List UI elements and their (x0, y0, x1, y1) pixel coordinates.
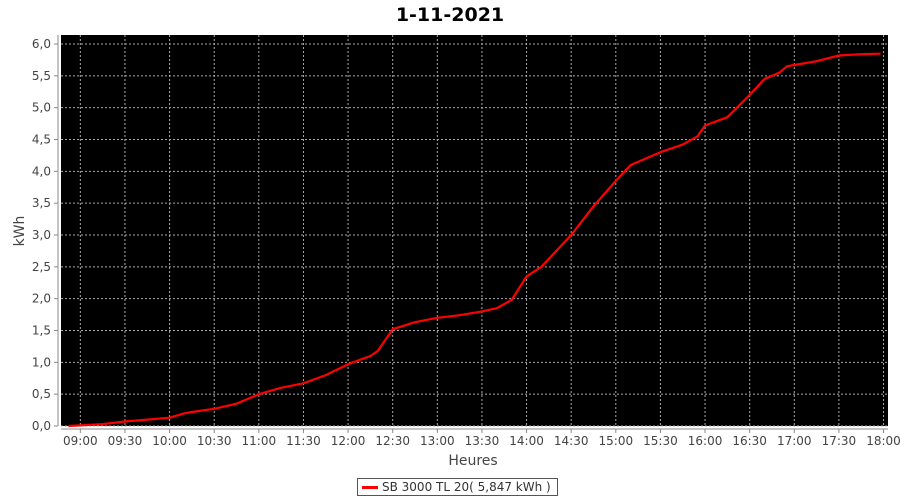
x-tick-label: 09:30 (108, 434, 143, 448)
y-tick-label: 4,5 (32, 133, 51, 147)
x-axis-label: Heures (448, 453, 497, 469)
y-tick-label: 5,0 (32, 101, 51, 115)
y-tick-label: 1,5 (32, 324, 51, 338)
y-tick-label: 2,5 (32, 260, 51, 274)
x-tick-label: 16:30 (732, 434, 767, 448)
ticks: 09:00 09:30 10:00 10:30 11:00 11:30 12:00 12:30… (32, 37, 900, 448)
x-tick-label: 15:00 (599, 434, 634, 448)
x-tick-label: 18:00 (866, 434, 900, 448)
x-tick-label: 17:00 (777, 434, 812, 448)
series-line (68, 52, 881, 428)
x-tick-label: 17:30 (822, 434, 857, 448)
x-tick-label: 12:00 (331, 434, 366, 448)
y-tick-label: 1,0 (32, 355, 51, 369)
y-tick-label: 6,0 (32, 37, 51, 51)
x-tick-label: 11:00 (242, 434, 277, 448)
grid (61, 35, 888, 427)
x-tick-label: 12:30 (375, 434, 410, 448)
x-tick-label: 14:30 (554, 434, 589, 448)
plot-area (61, 35, 888, 426)
legend-label: SB 3000 TL 20( 5,847 kWh ) (382, 480, 551, 494)
legend: SB 3000 TL 20( 5,847 kWh ) (357, 478, 558, 496)
y-tick-label: 4,0 (32, 164, 51, 178)
legend-swatch (362, 485, 378, 489)
x-tick-label: 11:30 (286, 434, 321, 448)
x-tick-label: 14:00 (509, 434, 544, 448)
y-tick-label: 0,5 (32, 387, 51, 401)
y-tick-label: 3,0 (32, 228, 51, 242)
y-axis-label: kWh (12, 216, 28, 247)
x-tick-label: 10:30 (197, 434, 232, 448)
chart-title: 1-11-2021 (396, 4, 504, 26)
x-tick-label: 15:30 (643, 434, 678, 448)
x-tick-label: 09:00 (63, 434, 98, 448)
x-tick-label: 13:00 (420, 434, 455, 448)
y-tick-label: 3,5 (32, 196, 51, 210)
y-tick-label: 0,0 (32, 419, 51, 433)
y-tick-label: 5,5 (32, 69, 51, 83)
y-tick-label: 2,0 (32, 292, 51, 306)
x-tick-label: 10:00 (152, 434, 187, 448)
x-tick-label: 16:00 (688, 434, 723, 448)
x-tick-label: 13:30 (465, 434, 500, 448)
